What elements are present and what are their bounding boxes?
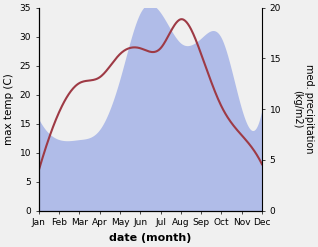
Y-axis label: max temp (C): max temp (C) — [4, 73, 14, 145]
Y-axis label: med. precipitation
(kg/m2): med. precipitation (kg/m2) — [292, 64, 314, 154]
X-axis label: date (month): date (month) — [109, 233, 192, 243]
